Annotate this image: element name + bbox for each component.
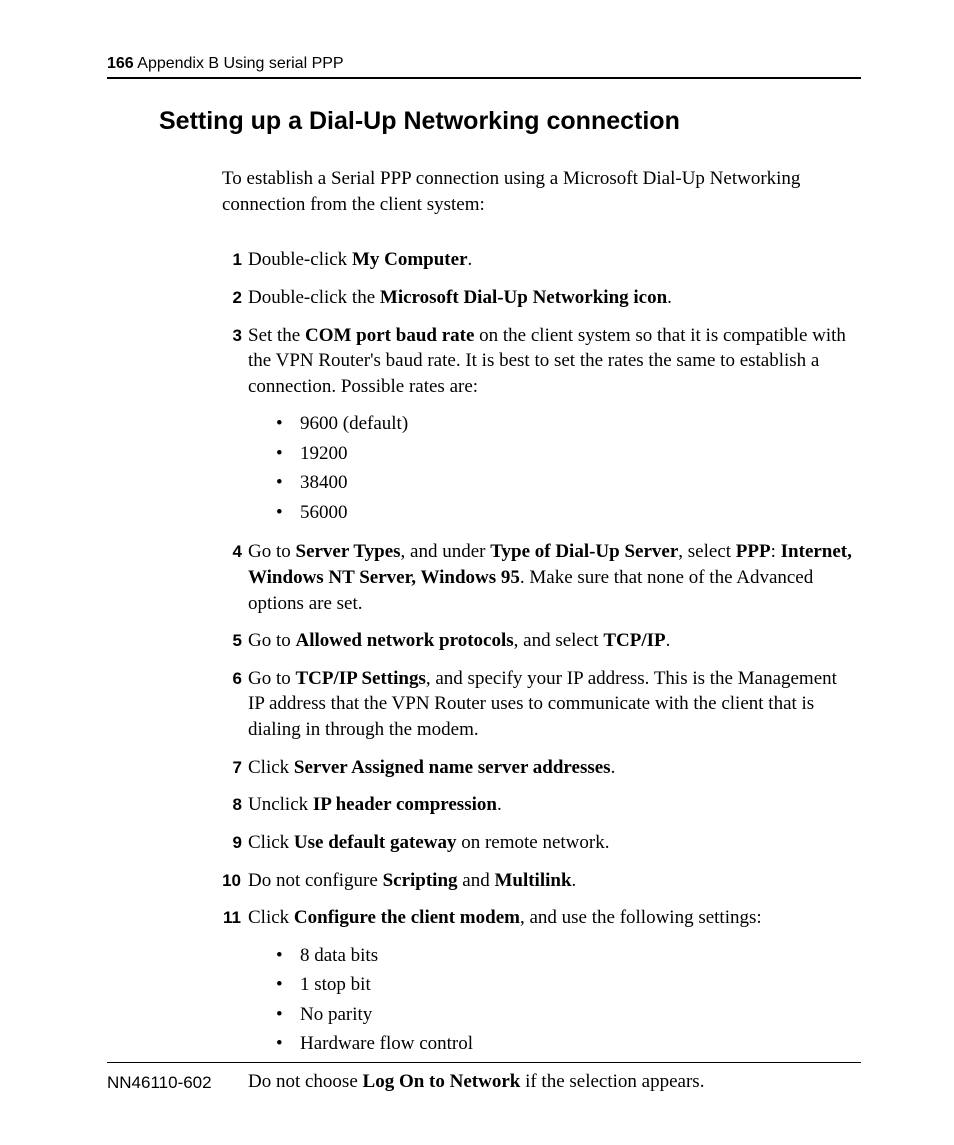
intro-paragraph: To establish a Serial PPP connection usi… <box>222 166 856 217</box>
bullet-item: No parity <box>270 1000 856 1029</box>
step-text: Unclick IP header compression. <box>248 794 502 815</box>
bold-term: Allowed network protocols <box>296 630 514 651</box>
running-head-text: Appendix B Using serial PPP <box>134 55 344 72</box>
step-after-note: Do not choose Log On to Network if the s… <box>248 1069 856 1095</box>
bullet-item: 38400 <box>270 468 856 497</box>
step-text: Go to Allowed network protocols, and sel… <box>248 630 670 651</box>
bold-term: TCP/IP Settings <box>296 668 426 689</box>
page: 166 Appendix B Using serial PPP Setting … <box>0 0 954 1145</box>
running-head: 166 Appendix B Using serial PPP <box>107 55 861 73</box>
step-number: 3 <box>218 323 242 348</box>
step-number: 10 <box>207 868 241 893</box>
bold-term: TCP/IP <box>603 630 665 651</box>
section-title: Setting up a Dial-Up Networking connecti… <box>159 107 861 136</box>
bullet-item: Hardware flow control <box>270 1029 856 1058</box>
step-text: Set the COM port baud rate on the client… <box>248 325 846 397</box>
bullet-item: 9600 (default) <box>270 409 856 438</box>
bold-term: IP header compression <box>313 794 497 815</box>
step-number: 1 <box>218 247 242 272</box>
header-rule <box>107 77 861 79</box>
step-number: 8 <box>218 792 242 817</box>
step-item: 5Go to Allowed network protocols, and se… <box>222 628 856 654</box>
step-item: 6Go to TCP/IP Settings, and specify your… <box>222 666 856 743</box>
bold-term: Multilink <box>494 870 571 891</box>
step-list: 1Double-click My Computer. 2Double-click … <box>222 247 856 1094</box>
bold-term: Type of Dial-Up Server <box>490 541 678 562</box>
step-item: 11Click Configure the client modem, and … <box>222 905 856 1094</box>
bullet-item: 56000 <box>270 498 856 527</box>
step-text: Click Use default gateway on remote netw… <box>248 832 609 853</box>
step-text: Double-click My Computer. <box>248 249 472 270</box>
bold-term: Server Assigned name server addresses <box>294 757 611 778</box>
footer-doc-id: NN46110-602 <box>107 1073 212 1093</box>
step-text: Do not configure Scripting and Multilink… <box>248 870 576 891</box>
step-number: 5 <box>218 628 242 653</box>
step-item: 1Double-click My Computer. <box>222 247 856 273</box>
step-number: 9 <box>218 830 242 855</box>
bullet-item: 19200 <box>270 439 856 468</box>
step-number: 2 <box>218 285 242 310</box>
step-item: 7Click Server Assigned name server addre… <box>222 755 856 781</box>
step-text: Click Server Assigned name server addres… <box>248 757 615 778</box>
step-text: Double-click the Microsoft Dial-Up Netwo… <box>248 287 672 308</box>
bold-term: Use default gateway <box>294 832 457 853</box>
step-text: Go to Server Types, and under Type of Di… <box>248 541 852 613</box>
bold-term: Scripting <box>383 870 458 891</box>
footer-rule <box>107 1062 861 1063</box>
bold-term: Microsoft Dial-Up Networking icon <box>380 287 667 308</box>
step-item: 2Double-click the Microsoft Dial-Up Netw… <box>222 285 856 311</box>
bold-term: COM port baud rate <box>305 325 474 346</box>
step-number: 6 <box>218 666 242 691</box>
step-item: 10Do not configure Scripting and Multili… <box>222 868 856 894</box>
bullet-list: 9600 (default)192003840056000 <box>270 409 856 527</box>
step-item: 4Go to Server Types, and under Type of D… <box>222 539 856 616</box>
page-number: 166 <box>107 55 134 72</box>
step-item: 9Click Use default gateway on remote net… <box>222 830 856 856</box>
bold-term: Configure the client modem <box>294 907 520 928</box>
step-item: 8Unclick IP header compression. <box>222 792 856 818</box>
bullet-list: 8 data bits1 stop bitNo parityHardware f… <box>270 941 856 1059</box>
step-text: Go to TCP/IP Settings, and specify your … <box>248 668 837 740</box>
step-number: 7 <box>218 755 242 780</box>
bold-term: Log On to Network <box>363 1071 521 1092</box>
bullet-item: 8 data bits <box>270 941 856 970</box>
step-number: 11 <box>207 905 241 930</box>
bold-term: PPP <box>736 541 771 562</box>
bold-term: Server Types <box>296 541 401 562</box>
step-number: 4 <box>218 539 242 564</box>
step-text: Click Configure the client modem, and us… <box>248 907 762 928</box>
bullet-item: 1 stop bit <box>270 970 856 999</box>
bold-term: My Computer <box>352 249 468 270</box>
step-item: 3Set the COM port baud rate on the clien… <box>222 323 856 528</box>
